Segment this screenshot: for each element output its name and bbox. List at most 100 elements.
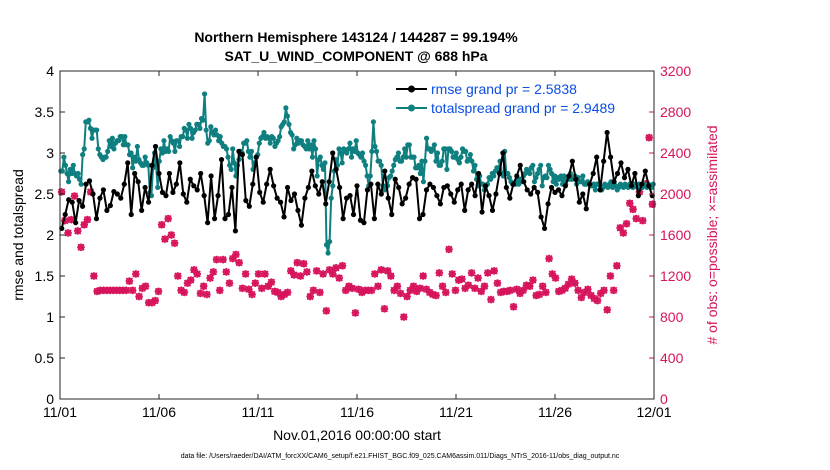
y-tick-label-left: 1.5: [35, 268, 55, 284]
rmse-point: [416, 216, 423, 222]
totalspread-point: [200, 117, 206, 123]
rmse-point: [330, 150, 336, 156]
y-tick-label-right: 1200: [660, 268, 691, 284]
obs-assimilated-point: [122, 286, 130, 295]
obs-assimilated-point: [348, 284, 356, 293]
obs-assimilated-point: [245, 285, 253, 294]
obs-assimilated-point: [493, 279, 502, 287]
totalspread-point: [61, 154, 67, 160]
totalspread-point: [275, 138, 281, 144]
obs-assimilated-point: [238, 284, 247, 293]
obs-assimilated-point: [299, 259, 308, 268]
totalspread-point: [175, 138, 181, 144]
rmse-point: [448, 191, 454, 197]
rmse-point: [639, 181, 645, 187]
obs-assimilated-point: [574, 286, 582, 295]
totalspread-point: [312, 146, 319, 152]
rmse-point: [444, 183, 450, 189]
obs-assimilated-point: [367, 286, 376, 295]
totalspread-point: [347, 140, 353, 146]
chart-title-line1: Northern Hemisphere 143124 / 144287 = 99…: [194, 29, 518, 45]
obs-assimilated-point: [306, 292, 314, 301]
totalspread-point: [336, 146, 342, 152]
rmse-point: [177, 160, 183, 166]
totalspread-point: [536, 166, 542, 172]
totalspread-point: [70, 162, 76, 168]
totalspread-point: [430, 146, 436, 152]
obs-assimilated-point: [403, 292, 411, 301]
totalspread-point: [530, 162, 536, 168]
obs-assimilated-point: [83, 215, 92, 224]
totalspread-point: [95, 146, 101, 152]
totalspread-point: [130, 165, 136, 171]
ticks-layer: 11/01 11/06 11/11 11/16 11/21 11/26 12/0100.51…: [35, 63, 692, 420]
totalspread-point: [67, 166, 73, 172]
rmse-point: [218, 156, 225, 163]
obs-assimilated-point: [451, 286, 460, 295]
rmse-point: [337, 184, 343, 191]
totalspread-point: [361, 158, 367, 164]
rmse-point: [302, 195, 308, 201]
totalspread-point: [212, 127, 219, 133]
totalspread-point: [64, 170, 70, 177]
rmse-point: [295, 207, 301, 213]
rmse-point: [430, 184, 437, 191]
y-tick-label-left: 3: [46, 145, 54, 161]
rmse-point: [514, 173, 520, 179]
x-tick-label: 11/06: [142, 404, 176, 420]
totalspread-point: [373, 148, 380, 154]
totalspread-point: [369, 148, 375, 154]
totalspread-point: [223, 146, 230, 152]
obs-assimilated-point: [199, 282, 208, 291]
rmse-point: [559, 193, 565, 199]
rmse-point: [260, 199, 266, 205]
obs-assimilated-point: [464, 281, 473, 290]
obs-assimilated-point: [164, 214, 172, 223]
totalspread-point: [261, 129, 267, 136]
rmse-point: [194, 187, 200, 193]
obs-assimilated-point: [90, 272, 98, 280]
totalspread-point: [553, 181, 559, 187]
rmse-point: [132, 170, 138, 177]
rmse-point: [170, 189, 176, 195]
rmse-point: [434, 193, 440, 199]
rmse-point: [277, 199, 284, 205]
totalspread-point: [277, 134, 283, 140]
totalspread-point: [534, 170, 541, 177]
rmse-point: [385, 195, 391, 201]
totalspread-point: [89, 135, 95, 141]
obs-assimilated-point: [542, 288, 550, 297]
obs-assimilated-point: [180, 288, 189, 297]
totalspread-point: [184, 135, 190, 141]
obs-assimilated-point: [257, 284, 266, 293]
totalspread-point: [59, 168, 65, 174]
obs-assimilated-point: [151, 296, 160, 305]
obs-assimilated-point: [487, 295, 495, 304]
obs-assimilated-point: [445, 245, 453, 254]
rmse-point: [114, 191, 120, 197]
x-tick-label: 11/21: [439, 404, 473, 420]
rmse-point: [229, 184, 235, 191]
legend-rmse-marker: [408, 85, 415, 93]
rmse-point: [479, 209, 485, 215]
totalspread-point: [423, 135, 430, 141]
obs-assimilated-point: [157, 220, 166, 229]
totalspread-point: [491, 173, 497, 179]
rmse-point: [587, 181, 593, 187]
rmse-point: [62, 211, 68, 218]
totalspread-point: [145, 162, 151, 168]
legend-box: [392, 77, 647, 119]
rmse-point: [298, 222, 305, 228]
rmse-point: [166, 170, 173, 177]
rmse-point: [604, 129, 610, 136]
totalspread-point: [76, 176, 83, 182]
totalspread-point: [80, 152, 86, 158]
obs-assimilated-point: [390, 286, 398, 295]
obs-assimilated-point: [613, 261, 621, 270]
obs-assimilated-point: [490, 267, 499, 275]
obs-assimilated-point: [648, 200, 657, 209]
rmse-point: [614, 170, 621, 177]
obs-assimilated-point: [174, 272, 182, 280]
y-axis-label-right: # of obs: o=possible; ×=assimilated: [704, 125, 720, 344]
obs-assimilated-point: [222, 268, 231, 276]
